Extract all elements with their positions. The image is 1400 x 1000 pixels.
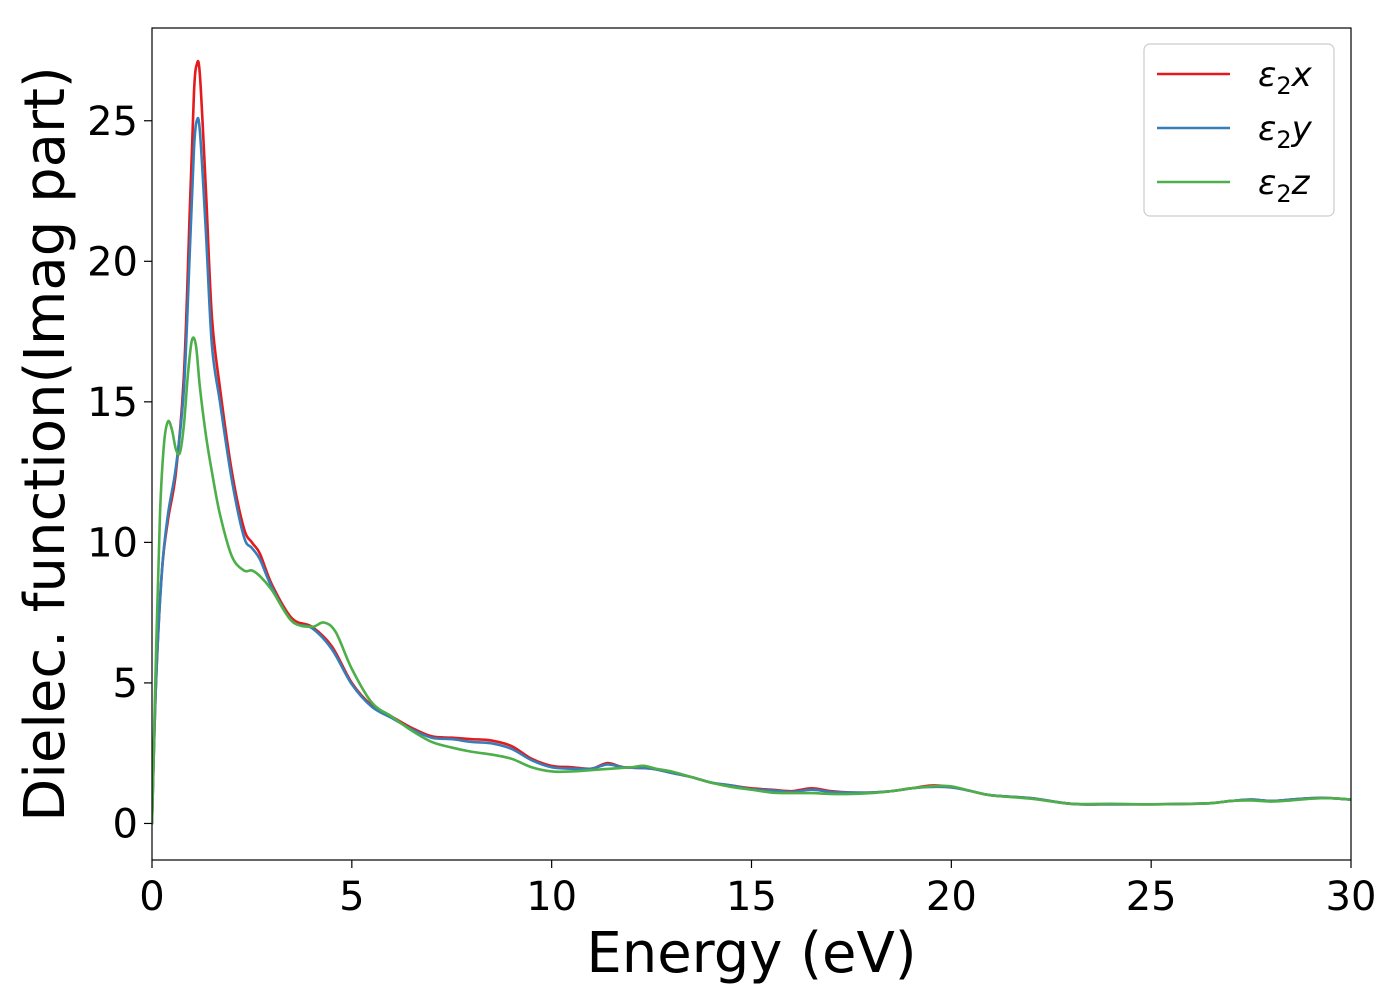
legend-box — [1143, 43, 1335, 217]
legend-label-x: ε2x — [1258, 55, 1313, 100]
y-tick-label: 15 — [87, 380, 138, 426]
y-tick-label: 25 — [87, 99, 138, 145]
x-axis-ticks: 0 5 10 15 20 25 30 — [139, 860, 1376, 920]
y-tick-label: 5 — [113, 661, 138, 707]
series-layer — [152, 59, 1351, 825]
series-line-z — [152, 336, 1351, 825]
legend: ε2x ε2y ε2z — [1143, 43, 1335, 217]
legend-label-y: ε2y — [1258, 109, 1313, 154]
y-axis-label: Dielec. function(Imag part) — [13, 66, 78, 822]
x-tick-label: 5 — [339, 874, 364, 920]
y-axis-ticks: 0 5 10 15 20 25 — [87, 99, 152, 847]
x-axis-label: Energy (eV) — [586, 921, 916, 986]
legend-label-z: ε2z — [1258, 163, 1311, 208]
y-tick-label: 10 — [87, 520, 138, 566]
x-tick-label: 30 — [1326, 874, 1377, 920]
x-tick-label: 0 — [139, 874, 164, 920]
y-tick-label: 0 — [113, 801, 138, 847]
y-tick-label: 20 — [87, 239, 138, 285]
x-tick-label: 10 — [526, 874, 577, 920]
x-tick-label: 20 — [926, 874, 977, 920]
x-tick-label: 25 — [1126, 874, 1177, 920]
series-line-y — [152, 116, 1351, 825]
x-tick-label: 15 — [726, 874, 777, 920]
